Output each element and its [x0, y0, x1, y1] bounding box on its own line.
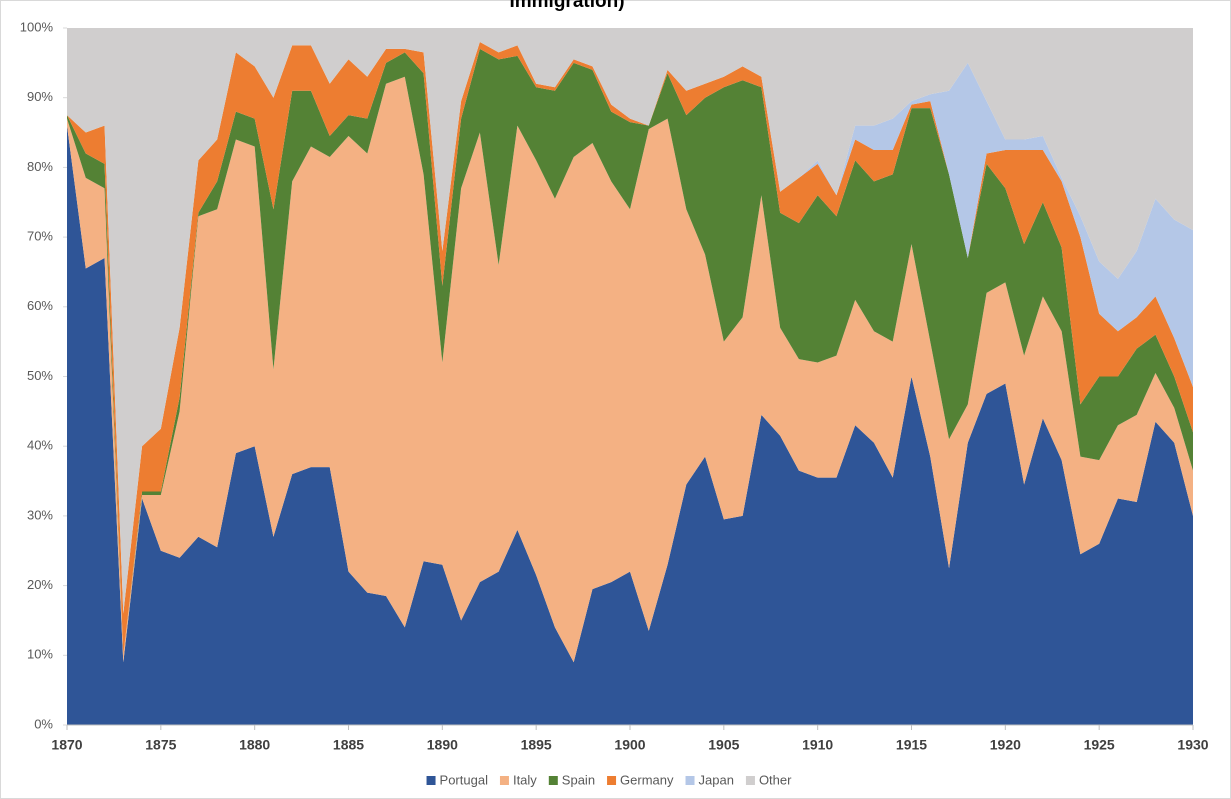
y-tick-label: 90%: [27, 89, 53, 104]
legend-label: Germany: [620, 772, 674, 787]
area: [67, 28, 1193, 614]
area: [67, 48, 1193, 656]
legend-swatch: [745, 776, 755, 785]
y-tick-label: 60%: [27, 298, 53, 313]
x-tick-label: 1895: [521, 737, 552, 753]
y-tick-label: 10%: [27, 647, 53, 662]
legend-label: Spain: [562, 772, 595, 787]
area: [67, 125, 1193, 725]
x-tick-label: 1880: [239, 737, 270, 753]
legend-label: Japan: [699, 772, 734, 787]
legend-swatch: [607, 776, 617, 785]
area: [67, 76, 1193, 663]
y-tick-label: 40%: [27, 438, 53, 453]
legend-label: Italy: [513, 772, 537, 787]
x-tick-label: 1930: [1177, 737, 1208, 753]
chart-title: Immigration): [509, 0, 624, 12]
legend-swatch: [685, 776, 695, 785]
x-tick-label: 1915: [896, 737, 927, 753]
y-tick-label: 30%: [27, 507, 53, 522]
legend-swatch: [499, 776, 509, 785]
y-tick-label: 70%: [27, 229, 53, 244]
x-tick-label: 1910: [802, 737, 833, 753]
y-tick-label: 100%: [20, 19, 54, 34]
legend-swatch: [548, 776, 558, 785]
x-tick-label: 1885: [333, 737, 364, 753]
y-tick-label: 20%: [27, 577, 53, 592]
legend-label: Portugal: [440, 772, 489, 787]
y-tick-label: 50%: [27, 368, 53, 383]
y-tick-label: 0%: [34, 716, 53, 731]
x-tick-label: 1920: [990, 737, 1021, 753]
x-tick-label: 1870: [51, 737, 82, 753]
y-tick-label: 80%: [27, 159, 53, 174]
x-tick-label: 1875: [145, 737, 176, 753]
legend-label: Other: [759, 772, 792, 787]
x-tick-label: 1900: [614, 737, 645, 753]
legend-swatch: [426, 776, 436, 785]
x-tick-label: 1905: [708, 737, 739, 753]
x-tick-label: 1890: [427, 737, 458, 753]
x-tick-label: 1925: [1084, 737, 1115, 753]
